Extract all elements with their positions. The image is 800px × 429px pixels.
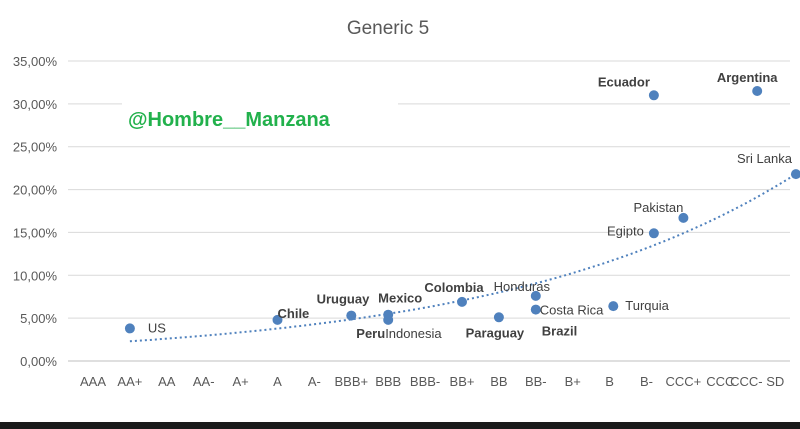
point-label: Sri Lanka (737, 151, 793, 166)
x-tick-label: B- (640, 374, 653, 389)
data-point (124, 323, 135, 334)
data-point (383, 314, 394, 325)
bottom-divider (0, 422, 800, 429)
y-tick-label: 15,00% (13, 225, 58, 240)
data-point (608, 301, 619, 312)
y-tick-label: 30,00% (13, 97, 58, 112)
watermark-text: @Hombre__Manzana (128, 109, 331, 131)
x-tick-label: CCC- SD (730, 374, 784, 389)
y-tick-label: 20,00% (13, 183, 58, 198)
y-tick-label: 0,00% (20, 354, 57, 369)
x-tick-label: CCC+ (666, 374, 702, 389)
data-points (124, 86, 800, 334)
data-point (493, 312, 504, 323)
point-label: Honduras (494, 279, 551, 294)
data-point (346, 310, 357, 321)
watermark-background (122, 97, 398, 135)
point-label: Costa Rica (540, 303, 604, 318)
data-point (530, 290, 541, 301)
data-point (648, 90, 659, 101)
point-label: US (148, 320, 166, 335)
data-point (678, 212, 689, 223)
x-tick-label: AA (158, 374, 176, 389)
x-tick-label: AA+ (117, 374, 142, 389)
point-label: Paraguay (466, 325, 525, 340)
x-tick-label: A+ (232, 374, 248, 389)
x-tick-label: B (605, 374, 614, 389)
point-label: Chile (278, 306, 310, 321)
y-tick-label: 35,00% (13, 54, 58, 69)
x-tick-label: BBB+ (334, 374, 368, 389)
data-point (530, 304, 541, 315)
point-label: Colombia (424, 280, 484, 295)
point-label: Peru (356, 326, 385, 341)
y-tick-label: 10,00% (13, 268, 58, 283)
point-label: Brazil (542, 324, 577, 339)
x-tick-label: AAA (80, 374, 106, 389)
point-label: Argentina (717, 70, 778, 85)
x-tick-label: B+ (565, 374, 581, 389)
x-tick-label: BB+ (450, 374, 475, 389)
y-tick-label: 25,00% (13, 140, 58, 155)
point-label: Egipto (607, 223, 644, 238)
data-point (648, 228, 659, 239)
point-label: Uruguay (317, 292, 371, 307)
y-axis-ticks: 0,00% 5,00% 10,00% 15,00% 20,00% 25,00% 30,00%… (13, 54, 58, 369)
x-tick-label: BBB- (410, 374, 440, 389)
x-tick-label: AA- (193, 374, 215, 389)
x-tick-label: BB- (525, 374, 547, 389)
point-label: Turquia (625, 298, 669, 313)
x-tick-label: CCC (706, 374, 734, 389)
point-label: Indonesia (385, 326, 442, 341)
y-tick-label: 5,00% (20, 311, 57, 326)
trendline (129, 173, 797, 343)
chart-title: Generic 5 (347, 18, 429, 39)
point-labels: US Chile Uruguay Mexico Peru Indonesia Colombi… (148, 70, 793, 341)
x-tick-label: BBB (375, 374, 401, 389)
data-point (790, 169, 800, 180)
point-label: Ecuador (598, 74, 650, 89)
data-point (272, 314, 283, 325)
x-axis-ticks: AAA AA+ AA AA- A+ A A- BBB+ BBB BBB- BB+ BB BB- B+ B B-… (80, 374, 784, 389)
point-label: Mexico (378, 291, 422, 306)
data-point (457, 296, 467, 307)
point-label: Pakistan (634, 200, 684, 215)
x-tick-label: A- (308, 374, 321, 389)
x-tick-label: BB (490, 374, 507, 389)
x-tick-label: A (273, 374, 282, 389)
data-point (752, 86, 763, 96)
